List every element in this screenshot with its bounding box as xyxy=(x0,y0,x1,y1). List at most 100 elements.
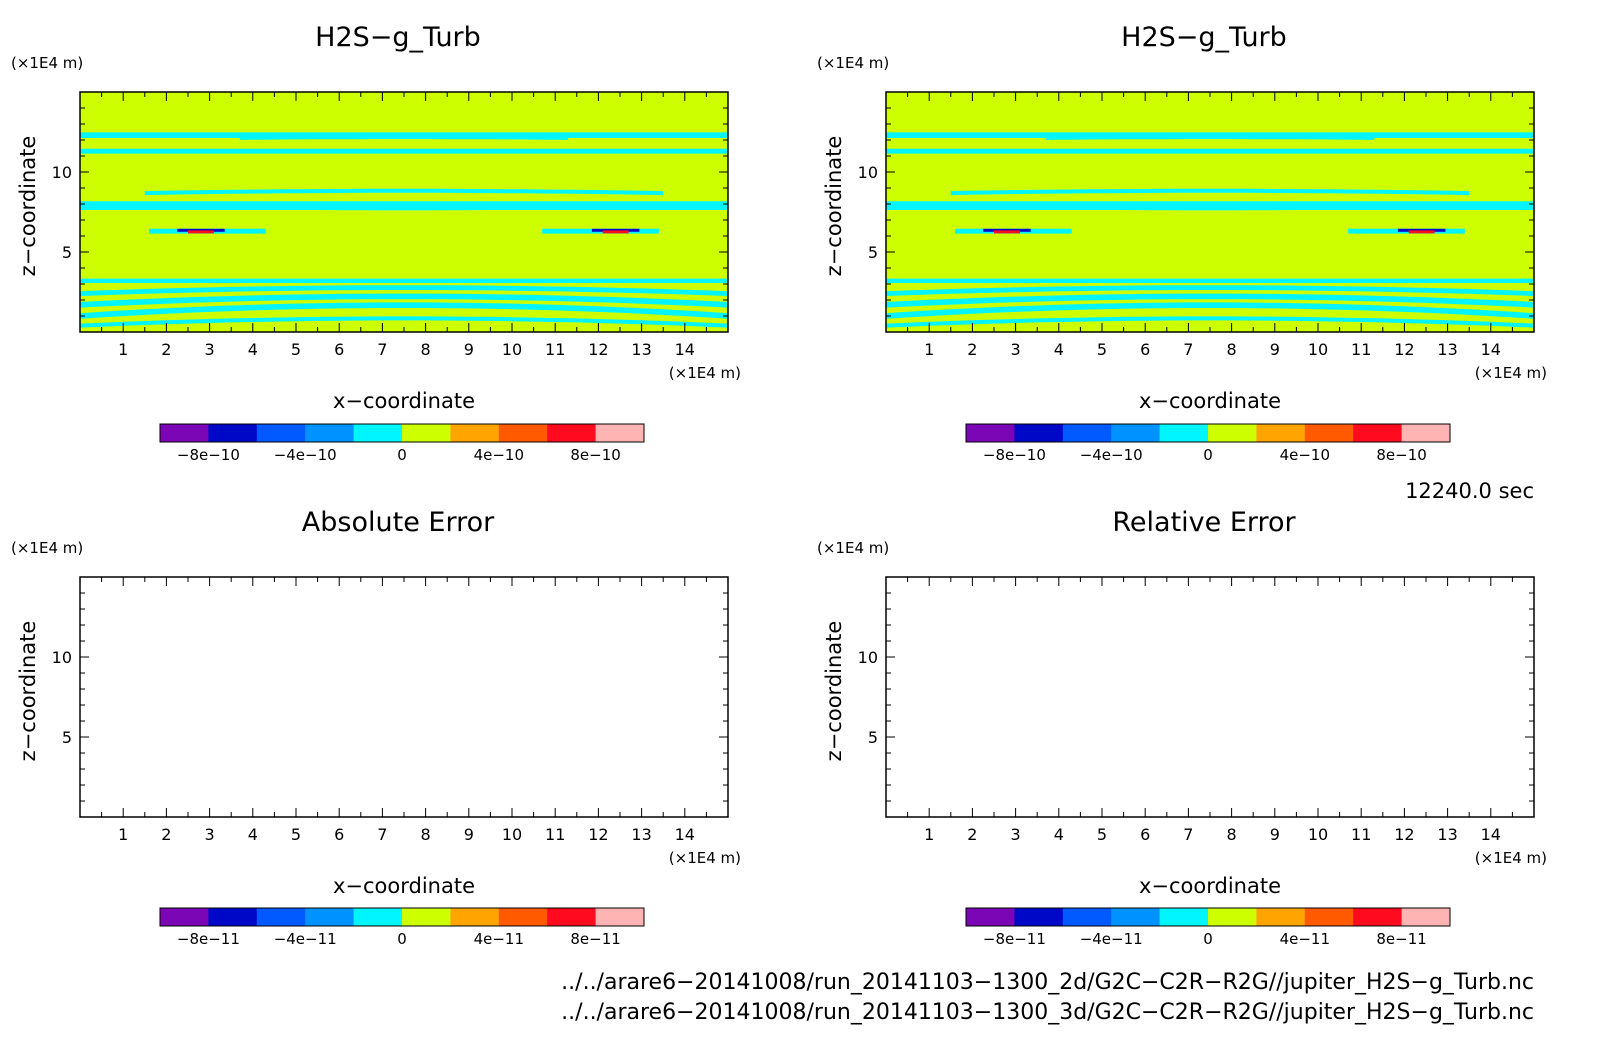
colorbar-swatch xyxy=(1208,908,1257,926)
colorbar-swatch xyxy=(1159,424,1209,442)
colorbar-swatch xyxy=(353,908,403,926)
contour-band xyxy=(80,316,728,328)
colorbar-label: −4e−10 xyxy=(1080,446,1143,464)
colorbar-swatch xyxy=(256,908,306,926)
colorbar-swatch xyxy=(1062,424,1112,442)
file-path-3d: ../../arare6−20141008/run_20141103−1300_… xyxy=(561,1000,1534,1025)
colorbar-swatch xyxy=(1304,908,1354,926)
x-unit-label: (×1E4 m) xyxy=(1475,364,1547,382)
colorbar-swatch xyxy=(1353,424,1403,442)
x-axis-label: x−coordinate xyxy=(1139,874,1281,898)
colorbar-swatch xyxy=(160,424,209,442)
x-tick-label: 2 xyxy=(161,340,171,359)
panel-title: Relative Error xyxy=(1112,507,1296,538)
panel-4: Relative Error(×1E4 m)1 2 3 4 5 6 7 8 9 10 11 12 13 1… xyxy=(817,507,1547,948)
contour-band xyxy=(80,293,728,308)
colorbar-label: 8e−11 xyxy=(1376,930,1426,948)
plot-frame xyxy=(79,576,729,818)
colorbar-swatch xyxy=(305,424,355,442)
x-tick-label: 6 xyxy=(334,340,344,359)
colorbar-swatch xyxy=(1401,424,1451,442)
contour-band xyxy=(1123,206,1297,211)
x-tick-label: 7 xyxy=(1183,340,1193,359)
colorbar-frame xyxy=(965,907,1451,927)
x-tick-label: 9 xyxy=(1270,825,1280,844)
colorbar-swatch xyxy=(595,424,645,442)
x-tick-label: 1 xyxy=(924,825,934,844)
time-label: 12240.0 sec xyxy=(1405,479,1534,503)
colorbar-swatch xyxy=(1401,908,1451,926)
colorbar-swatch xyxy=(450,908,500,926)
y-unit-label: (×1E4 m) xyxy=(817,54,889,72)
contour-band xyxy=(317,206,491,211)
colorbar-swatch xyxy=(498,908,548,926)
colorbar: −8e−10 −4e−10 0 4e−10 8e−10 xyxy=(159,423,645,464)
colorbar-label: 4e−10 xyxy=(474,446,524,464)
colorbar-swatch xyxy=(547,424,597,442)
x-tick-label: 1 xyxy=(118,340,128,359)
contour-band xyxy=(80,201,728,210)
colorbar-swatch xyxy=(208,424,258,442)
x-tick-label: 12 xyxy=(588,340,608,359)
colorbar-swatch xyxy=(1256,908,1306,926)
y-tick-label: 10 xyxy=(52,163,72,182)
contour-band xyxy=(886,278,1534,283)
x-tick-label: 11 xyxy=(1351,340,1371,359)
colorbar-frame xyxy=(965,423,1451,443)
contour-spot xyxy=(188,230,214,234)
contour-band xyxy=(144,188,664,196)
colorbar-label: 4e−11 xyxy=(1280,930,1330,948)
x-tick-label: 13 xyxy=(631,340,651,359)
y-unit-label: (×1E4 m) xyxy=(11,539,83,557)
y-axis-label: z−coordinate xyxy=(16,136,40,277)
colorbar-label: 4e−11 xyxy=(474,930,524,948)
contour-spot xyxy=(1408,230,1435,234)
x-tick-label: 13 xyxy=(1437,825,1457,844)
x-axis-label: x−coordinate xyxy=(333,389,475,413)
x-unit-label: (×1E4 m) xyxy=(669,364,741,382)
colorbar-label: 0 xyxy=(1203,446,1213,464)
colorbar-swatch xyxy=(966,424,1015,442)
contour-band xyxy=(80,148,728,154)
colorbar-label: −4e−11 xyxy=(1080,930,1143,948)
colorbar-frame xyxy=(159,423,645,443)
x-tick-label: 6 xyxy=(334,825,344,844)
x-tick-label: 5 xyxy=(291,340,301,359)
colorbar-label: 8e−11 xyxy=(570,930,620,948)
x-tick-label: 3 xyxy=(205,340,215,359)
colorbar-label: −4e−10 xyxy=(274,446,337,464)
y-unit-label: (×1E4 m) xyxy=(11,54,83,72)
x-tick-label: 14 xyxy=(1481,825,1501,844)
x-tick-label: 3 xyxy=(205,825,215,844)
y-axis-label: z−coordinate xyxy=(822,621,846,762)
colorbar-swatch xyxy=(595,908,645,926)
x-tick-label: 9 xyxy=(464,825,474,844)
colorbar-label: −8e−10 xyxy=(177,446,240,464)
colorbar-swatch xyxy=(547,908,597,926)
x-tick-label: 2 xyxy=(967,825,977,844)
x-tick-label: 14 xyxy=(675,825,695,844)
contour-band xyxy=(80,285,728,296)
colorbar-label: 8e−10 xyxy=(1376,446,1426,464)
x-tick-label: 11 xyxy=(545,825,565,844)
x-tick-label: 13 xyxy=(631,825,651,844)
x-tick-label: 6 xyxy=(1140,825,1150,844)
x-tick-label: 2 xyxy=(967,340,977,359)
x-tick-label: 3 xyxy=(1011,825,1021,844)
contour-spot xyxy=(983,228,1031,232)
colorbar-swatch xyxy=(1111,424,1161,442)
y-tick-label: 5 xyxy=(868,243,878,262)
colorbar-swatch xyxy=(1208,424,1257,442)
y-tick-label: 5 xyxy=(62,243,72,262)
colorbar-swatch xyxy=(160,908,209,926)
y-tick-label: 5 xyxy=(62,728,72,747)
colorbar-label: 8e−10 xyxy=(570,446,620,464)
colorbar-swatch xyxy=(1304,424,1354,442)
contour-spot xyxy=(602,230,629,234)
y-unit-label: (×1E4 m) xyxy=(817,539,889,557)
x-tick-label: 5 xyxy=(1097,340,1107,359)
colorbar-swatch xyxy=(1014,908,1064,926)
x-tick-label: 8 xyxy=(421,340,431,359)
x-tick-label: 4 xyxy=(248,340,258,359)
x-tick-label: 5 xyxy=(291,825,301,844)
